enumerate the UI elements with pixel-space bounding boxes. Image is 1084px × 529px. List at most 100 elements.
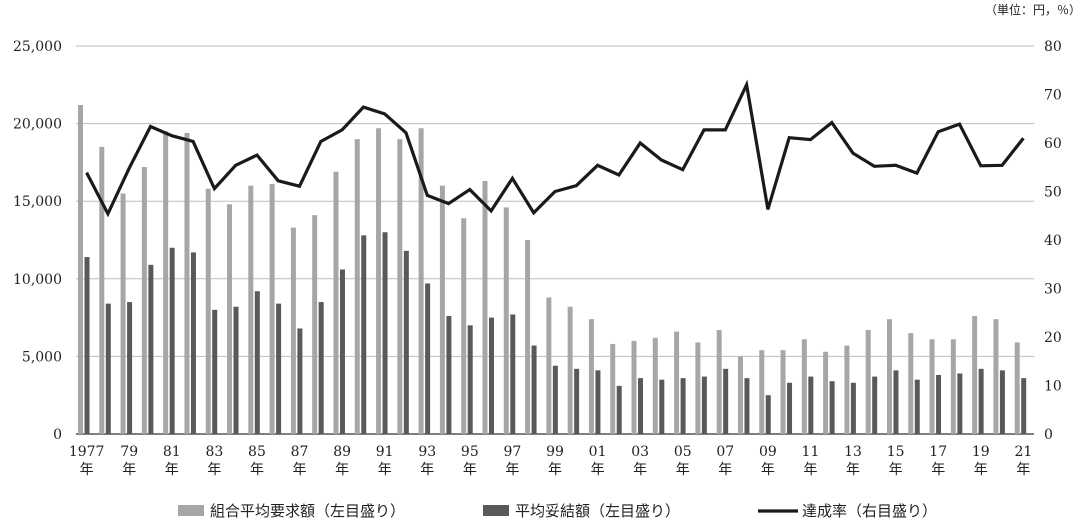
bar-settlement-1995	[467, 325, 473, 434]
y-right-tick-label: 20	[1044, 330, 1062, 346]
bar-settlement-1989	[339, 269, 345, 434]
x-tick-year-suffix: 年	[293, 462, 307, 478]
x-tick-label: 03	[631, 444, 649, 460]
bar-request-2013	[844, 345, 850, 434]
x-tick-year-suffix: 年	[122, 462, 136, 478]
bar-settlement-1991	[382, 232, 388, 434]
bar-request-1994	[439, 185, 445, 434]
y-left-tick-label: 10,000	[13, 272, 62, 288]
bar-request-2015	[886, 319, 892, 434]
bar-request-2018	[950, 339, 956, 434]
bar-settlement-1986	[276, 303, 282, 434]
bar-settlement-1997	[510, 314, 516, 434]
x-tick-year-suffix: 年	[931, 462, 945, 478]
bar-request-2012	[823, 351, 829, 434]
bar-settlement-2015	[893, 370, 899, 434]
bar-request-2011	[801, 339, 807, 434]
bar-request-1986	[269, 184, 275, 434]
x-tick-label: 01	[589, 444, 607, 460]
x-tick-label: 89	[333, 444, 351, 460]
legend-rate-label: 達成率（右目盛り）	[802, 502, 937, 520]
bar-settlement-1987	[297, 328, 303, 434]
bar-settlement-2014	[872, 376, 878, 434]
bar-settlement-2009	[765, 395, 771, 434]
bar-request-2021	[1014, 342, 1020, 434]
y-left-tick-label: 0	[53, 427, 62, 443]
bar-settlement-1984	[233, 306, 239, 434]
x-tick-label: 07	[716, 444, 734, 460]
bar-settlement-2000	[574, 368, 580, 434]
y-right-tick-label: 0	[1044, 427, 1053, 443]
x-tick-label: 15	[887, 444, 905, 460]
bar-settlement-2020	[999, 370, 1005, 434]
x-tick-label: 13	[844, 444, 862, 460]
bar-request-1985	[248, 185, 254, 434]
bar-settlement-2021	[1021, 378, 1027, 434]
x-tick-label: 81	[163, 444, 181, 460]
bar-settlement-2008	[744, 378, 750, 434]
bar-settlement-1996	[488, 317, 494, 434]
achievement-rate-line	[85, 79, 1025, 218]
right-axis: 0 10 20 30 40 50 60 70 80	[1044, 39, 1062, 443]
bar-request-1999	[546, 297, 552, 434]
bar-request-1990	[354, 139, 360, 434]
bar-request-1995	[461, 218, 467, 434]
bar-settlement-2018	[957, 373, 963, 434]
bars-request-series	[78, 104, 1020, 435]
bar-request-2002	[610, 343, 616, 434]
x-tick-label: 87	[291, 444, 309, 460]
bar-request-2010	[780, 350, 786, 434]
bar-settlement-2012	[829, 381, 835, 434]
x-tick-year-suffix: 年	[420, 462, 434, 478]
x-axis: 1977 年 79 年 81 年 83 年 85 年 87 年 89 年 91 年 93 年 95 年 97 年 99 年 01…	[69, 444, 1032, 478]
bar-settlement-2013	[850, 382, 856, 434]
bar-settlement-2007	[723, 368, 729, 434]
bar-settlement-2002	[616, 385, 622, 434]
x-tick-year-suffix: 年	[633, 462, 647, 478]
bar-request-2003	[631, 340, 637, 434]
legend-request-label: 組合平均要求額（左目盛り）	[210, 502, 405, 520]
bar-request-2005	[674, 331, 680, 434]
bar-request-1983	[205, 188, 211, 434]
bar-request-2019	[972, 316, 978, 434]
bar-settlement-1980	[148, 264, 154, 434]
bar-request-1992	[397, 139, 403, 434]
unit-label: （単位：円，％）	[985, 2, 1081, 17]
bar-settlement-1981	[169, 247, 175, 434]
bar-request-1978	[99, 146, 105, 434]
bar-settlement-2019	[978, 368, 984, 434]
bar-settlement-2001	[595, 370, 601, 434]
bar-settlement-2004	[659, 379, 665, 434]
bar-request-2009	[759, 350, 765, 434]
bar-request-2000	[567, 306, 573, 434]
x-tick-year-suffix: 年	[207, 462, 221, 478]
bar-request-1991	[376, 128, 382, 435]
y-left-tick-label: 20,000	[13, 117, 62, 133]
x-tick-label: 1977	[69, 444, 105, 460]
x-tick-label: 21	[1014, 444, 1032, 460]
bar-settlement-2003	[638, 378, 644, 434]
bar-settlement-2010	[787, 382, 793, 434]
x-tick-year-suffix: 年	[548, 462, 562, 478]
x-tick-year-suffix: 年	[889, 462, 903, 478]
bar-request-1996	[482, 181, 488, 434]
y-left-tick-label: 25,000	[13, 39, 62, 55]
bar-request-1977	[78, 104, 83, 434]
x-tick-year-suffix: 年	[761, 462, 775, 478]
bar-settlement-1988	[318, 302, 324, 434]
bar-request-2016	[908, 333, 914, 434]
bar-settlement-1982	[190, 252, 196, 434]
x-tick-label: 83	[205, 444, 223, 460]
x-tick-year-suffix: 年	[378, 462, 392, 478]
x-tick-year-suffix: 年	[591, 462, 605, 478]
y-right-tick-label: 60	[1044, 136, 1062, 152]
bar-request-1979	[120, 193, 126, 434]
y-right-tick-label: 80	[1044, 39, 1062, 55]
bar-settlement-2006	[701, 376, 707, 434]
x-tick-label: 91	[376, 444, 394, 460]
x-tick-year-suffix: 年	[974, 462, 988, 478]
x-tick-label: 17	[929, 444, 947, 460]
x-tick-label: 09	[759, 444, 777, 460]
bar-request-2004	[652, 337, 658, 434]
